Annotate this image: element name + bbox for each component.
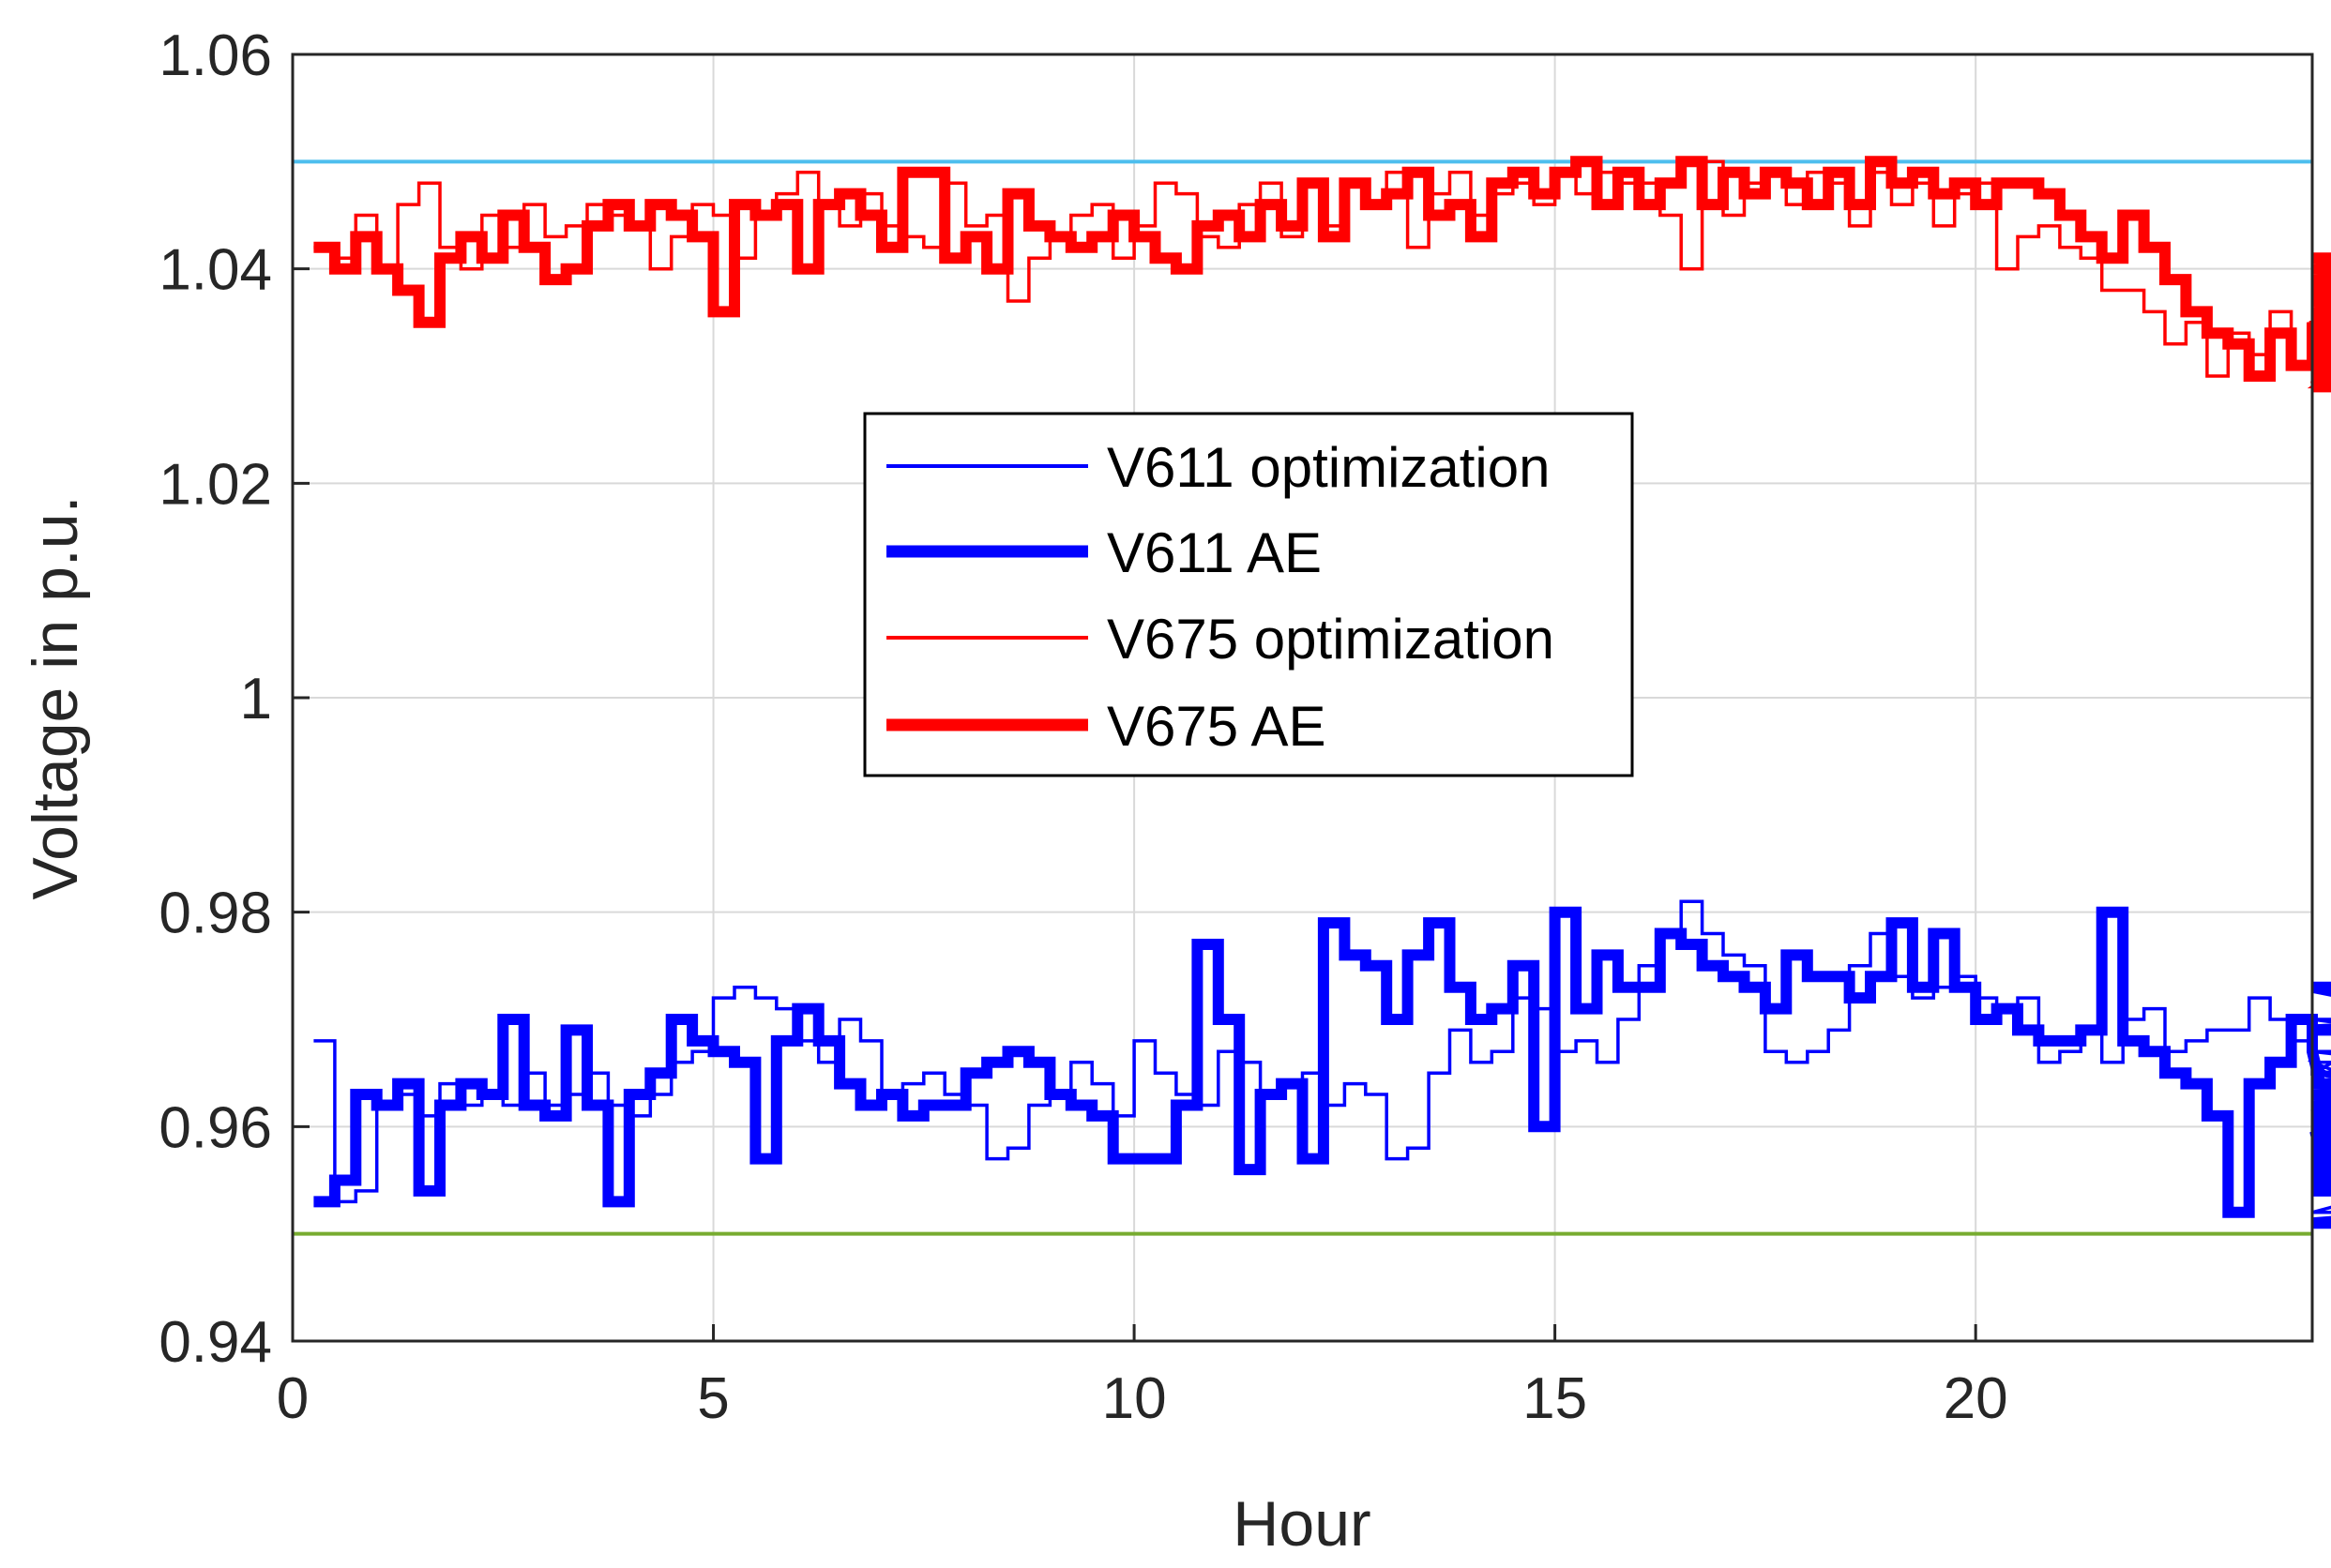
- legend-label-v611-ae: V611 AE: [1107, 521, 1322, 584]
- x-tick-label: 20: [1944, 1366, 2008, 1431]
- legend-box: [863, 412, 1634, 777]
- reference-lines: [293, 159, 2312, 1236]
- y-tick-label: 1: [240, 667, 272, 731]
- legend-label-v675-optimization: V675 optimization: [1107, 608, 1554, 671]
- x-axis-title: Hour: [1233, 1488, 1370, 1560]
- y-axis-ticks: 0.94 0.96 0.98 1 1.02 1.04 1.06: [159, 23, 310, 1375]
- x-axis-ticks: 0 5 10 15 20: [277, 1324, 2008, 1431]
- y-tick-label: 0.98: [159, 882, 272, 946]
- y-axis-title: Voltage in p.u.: [20, 495, 91, 899]
- x-tick-label: 0: [277, 1366, 309, 1431]
- y-tick-label: 0.94: [159, 1310, 272, 1375]
- y-tick-label: 0.96: [159, 1095, 272, 1160]
- v611-optimization-line: [313, 899, 2331, 1225]
- legend-label-v611-optimization: V611 optimization: [1107, 436, 1551, 499]
- y-tick-label: 1.04: [159, 238, 272, 303]
- y-tick-label: 1.06: [159, 23, 272, 88]
- y-tick-label: 1.02: [159, 452, 272, 517]
- x-tick-label: 10: [1102, 1366, 1167, 1431]
- legend: V611 optimization V611 AE V675 optimizat…: [863, 412, 1634, 777]
- x-tick-label: 5: [697, 1366, 729, 1431]
- legend-label-v675-ae: V675 AE: [1107, 695, 1326, 758]
- x-tick-label: 15: [1522, 1366, 1587, 1431]
